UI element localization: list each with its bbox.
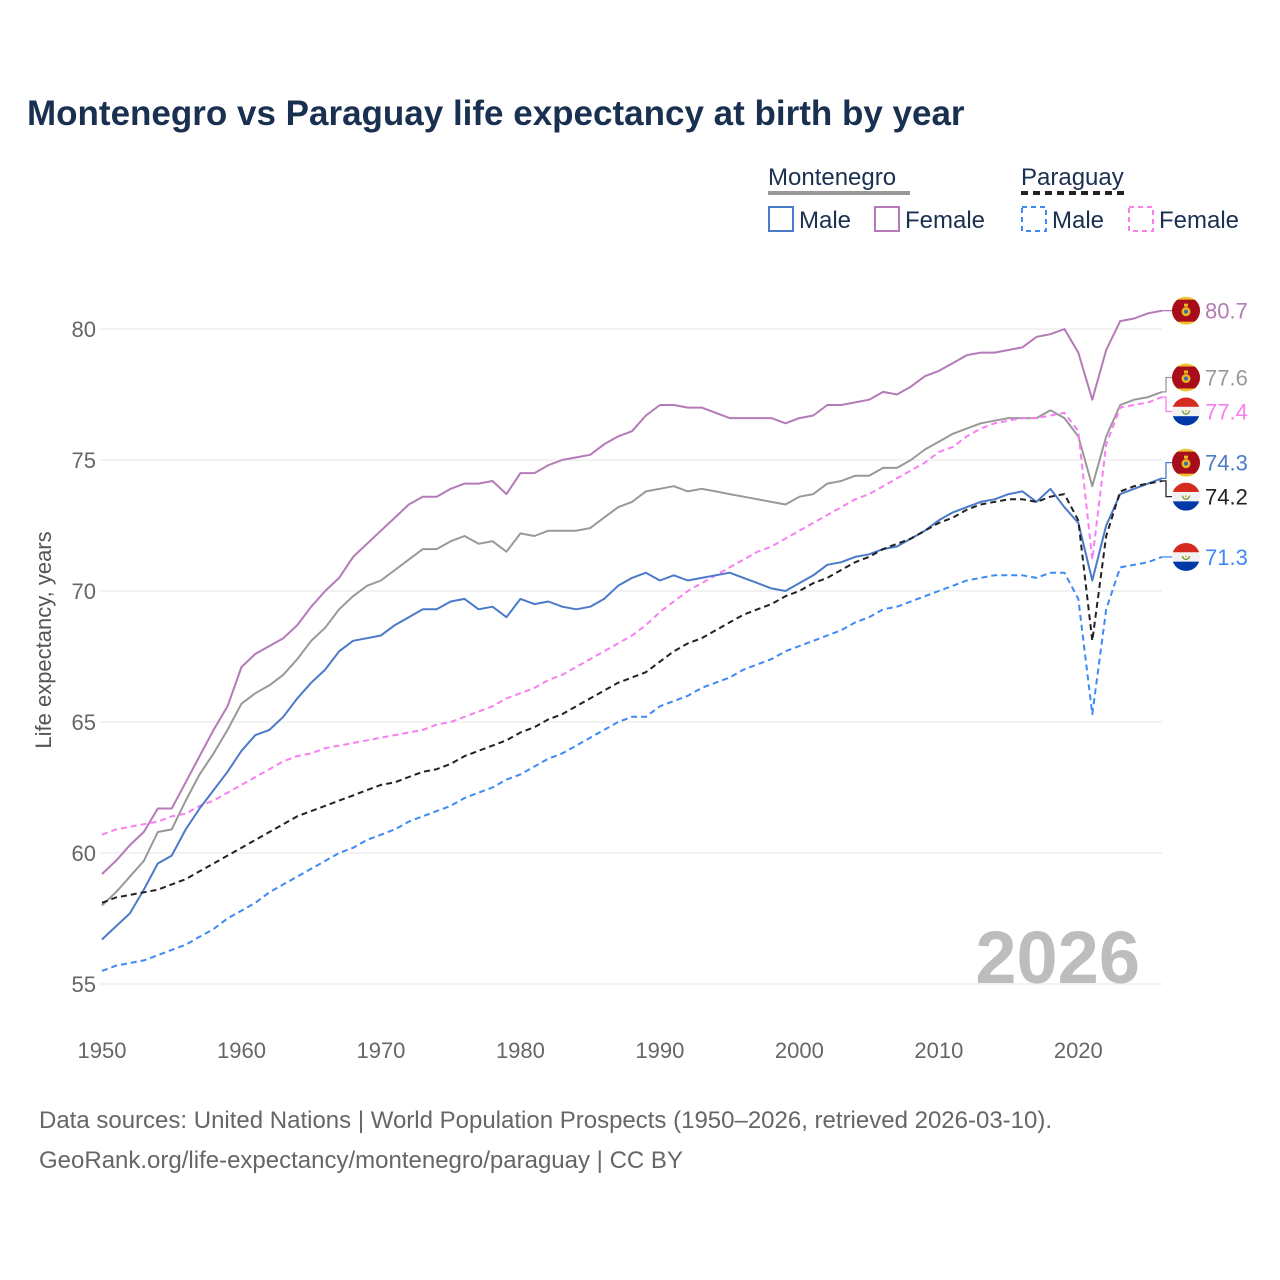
series-line-montenegro-male (101, 477, 1163, 941)
x-tick-label: 1970 (356, 1038, 405, 1063)
legend-group-montenegro: Montenegro (768, 164, 896, 191)
end-value-label: 77.6 (1205, 366, 1248, 391)
series-lines (101, 309, 1163, 972)
series-line-paraguay-female (101, 396, 1163, 836)
legend-label-montenegro-male: Male (799, 207, 851, 234)
end-value-label: 77.4 (1205, 400, 1248, 425)
y-tick-label: 60 (72, 841, 96, 866)
montenegro-flag-icon (1172, 448, 1200, 477)
year-watermark: 2026 (975, 916, 1140, 999)
y-tick-label: 55 (72, 972, 96, 997)
end-label-montenegro-male: 74.3 (1162, 448, 1248, 479)
montenegro-flag-icon (1172, 363, 1200, 392)
x-tick-labels: 1950 1960 1970 1980 1990 2000 2010 2020 (78, 1038, 1103, 1063)
legend-group-paraguay: Paraguay (1021, 164, 1124, 191)
legend-swatch-paraguay-female (1128, 206, 1154, 232)
y-tick-label: 75 (72, 448, 96, 473)
x-tick-label: 2000 (775, 1038, 824, 1063)
x-tick-label: 1980 (496, 1038, 545, 1063)
series-line-paraguay-male (101, 555, 1163, 972)
end-label-montenegro-female: 80.7 (1162, 296, 1248, 325)
source-line-1: Data sources: United Nations | World Pop… (39, 1107, 1053, 1134)
legend-swatch-paraguay-male (1021, 206, 1047, 232)
end-label-montenegro: 77.6 (1162, 363, 1248, 393)
end-labels: 80.7 77.6 77.4 74.3 74.2 71.3 (1162, 296, 1248, 571)
legend: Montenegro Male Female Paraguay Male Fem… (768, 164, 1239, 234)
y-tick-labels: 55 60 65 70 75 80 (72, 317, 96, 997)
series-line-montenegro (101, 390, 1163, 907)
x-tick-label: 2010 (914, 1038, 963, 1063)
series-line-paraguay (101, 480, 1163, 904)
paraguay-flag-icon (1172, 542, 1200, 571)
y-tick-label: 65 (72, 710, 96, 735)
label-connector (1162, 376, 1172, 393)
series-line-montenegro-female (101, 309, 1163, 875)
end-value-label: 74.2 (1205, 485, 1248, 510)
legend-swatch-montenegro-male (768, 206, 794, 232)
y-axis-label: Life expectancy, years (31, 531, 56, 748)
legend-label-paraguay-male: Male (1052, 207, 1104, 234)
source-line-2: GeoRank.org/life-expectancy/montenegro/p… (39, 1147, 683, 1174)
label-connector (1162, 480, 1172, 498)
x-tick-label: 1950 (78, 1038, 127, 1063)
x-tick-label: 2020 (1054, 1038, 1103, 1063)
end-value-label: 74.3 (1205, 451, 1248, 476)
x-tick-label: 1960 (217, 1038, 266, 1063)
paraguay-flag-icon (1172, 482, 1200, 511)
legend-swatch-montenegro-female (874, 206, 900, 232)
y-tick-label: 70 (72, 579, 96, 604)
chart-title: Montenegro vs Paraguay life expectancy a… (27, 94, 965, 133)
end-label-paraguay-male: 71.3 (1162, 542, 1248, 571)
x-tick-label: 1990 (635, 1038, 684, 1063)
paraguay-flag-icon (1172, 397, 1200, 426)
montenegro-flag-icon (1172, 296, 1200, 325)
y-tick-label: 80 (72, 317, 96, 342)
end-value-label: 80.7 (1205, 299, 1248, 324)
end-value-label: 71.3 (1205, 545, 1248, 570)
end-label-paraguay-female: 77.4 (1162, 396, 1248, 426)
label-connector (1162, 396, 1172, 413)
legend-label-montenegro-female: Female (905, 207, 985, 234)
label-connector (1162, 461, 1172, 479)
legend-label-paraguay-female: Female (1159, 207, 1239, 234)
end-label-paraguay: 74.2 (1162, 480, 1248, 511)
gridlines (100, 328, 1162, 985)
